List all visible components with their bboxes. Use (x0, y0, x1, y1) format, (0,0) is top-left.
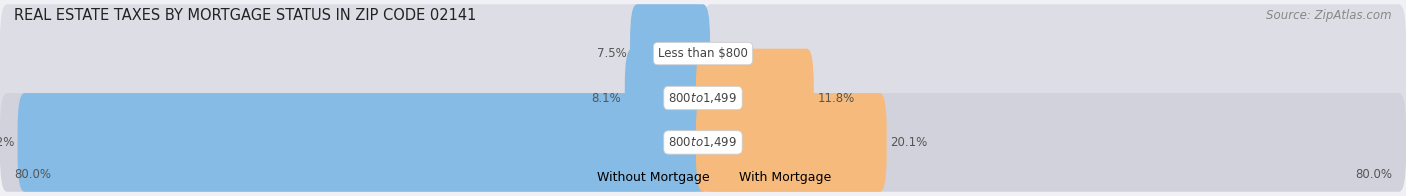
Text: 11.8%: 11.8% (817, 92, 855, 104)
Legend: Without Mortgage, With Mortgage: Without Mortgage, With Mortgage (574, 171, 832, 184)
FancyBboxPatch shape (18, 93, 710, 192)
Text: $800 to $1,499: $800 to $1,499 (668, 135, 738, 149)
Bar (0, 120, 1406, 165)
FancyBboxPatch shape (703, 4, 1406, 103)
Text: Source: ZipAtlas.com: Source: ZipAtlas.com (1267, 9, 1392, 22)
FancyBboxPatch shape (703, 93, 1406, 192)
FancyBboxPatch shape (703, 49, 1406, 147)
Text: 80.0%: 80.0% (1355, 168, 1392, 181)
Text: REAL ESTATE TAXES BY MORTGAGE STATUS IN ZIP CODE 02141: REAL ESTATE TAXES BY MORTGAGE STATUS IN … (14, 8, 477, 23)
FancyBboxPatch shape (0, 4, 703, 103)
Text: $800 to $1,499: $800 to $1,499 (668, 91, 738, 105)
FancyBboxPatch shape (630, 4, 710, 103)
FancyBboxPatch shape (696, 93, 887, 192)
Bar (0, 76, 1406, 120)
Text: Less than $800: Less than $800 (658, 47, 748, 60)
FancyBboxPatch shape (624, 49, 710, 147)
Text: 20.1%: 20.1% (890, 136, 928, 149)
Text: 7.5%: 7.5% (596, 47, 627, 60)
FancyBboxPatch shape (0, 49, 703, 147)
Text: 8.1%: 8.1% (592, 92, 621, 104)
Text: 77.2%: 77.2% (0, 136, 14, 149)
FancyBboxPatch shape (696, 49, 814, 147)
Text: 0.0%: 0.0% (713, 47, 744, 60)
Text: 80.0%: 80.0% (14, 168, 51, 181)
Bar (0, 31, 1406, 76)
FancyBboxPatch shape (0, 93, 703, 192)
